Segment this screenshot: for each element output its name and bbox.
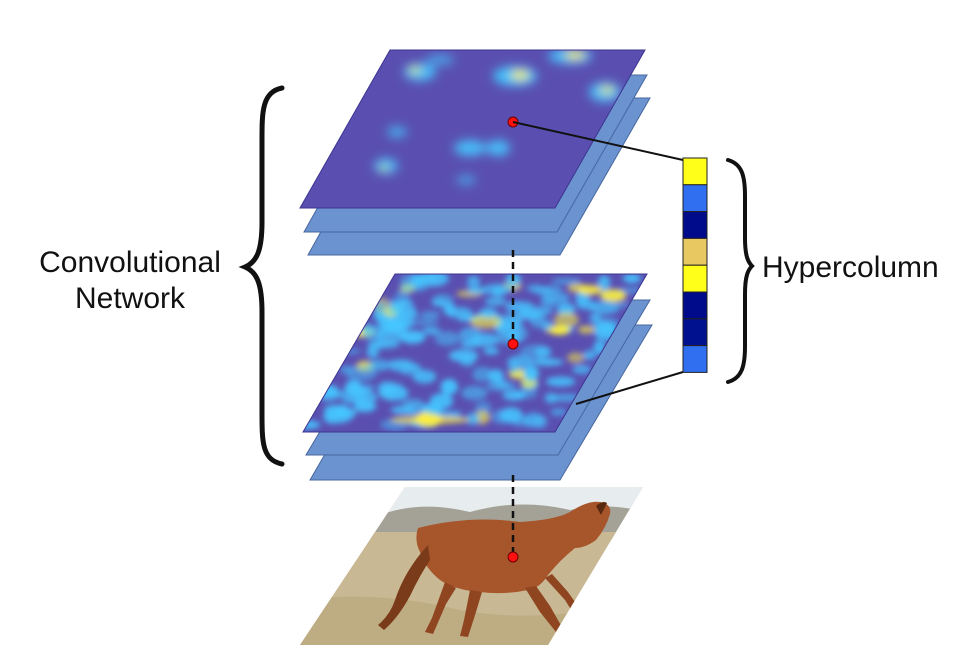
- activation-blob: [553, 312, 579, 328]
- activation-blob: [470, 315, 502, 329]
- activation-blob: [389, 316, 415, 330]
- activation-blob: [401, 398, 424, 407]
- hypercolumn-cell: [682, 345, 708, 373]
- activation-blob: [443, 302, 456, 316]
- activation-blob: [583, 350, 596, 361]
- activation-blob: [394, 291, 411, 298]
- left-curly-brace: [238, 85, 285, 467]
- hypercolumn-cell: [682, 211, 708, 239]
- activation-blob: [486, 140, 510, 156]
- activation-blob: [622, 274, 642, 283]
- activation-blob: [440, 378, 458, 395]
- activation-blob: [551, 278, 582, 285]
- activation-blob: [507, 355, 534, 369]
- activation-blob: [597, 275, 611, 291]
- activation-blob: [572, 364, 592, 375]
- activation-blob: [491, 409, 513, 425]
- activation-blob: [399, 283, 428, 292]
- convolutional-network-label-line2: Network: [74, 282, 186, 315]
- activation-blob: [483, 347, 500, 355]
- activation-blob: [388, 361, 421, 372]
- activation-blob: [422, 327, 441, 335]
- activation-blob: [600, 86, 614, 94]
- activation-blob: [352, 387, 372, 394]
- activation-blob: [409, 66, 421, 74]
- activation-blob: [465, 412, 480, 425]
- activation-blob: [567, 352, 585, 364]
- activation-blob: [456, 175, 476, 185]
- activation-blob: [544, 392, 558, 404]
- activation-blob: [323, 409, 353, 424]
- activation-blob: [387, 126, 407, 138]
- middle-feature-map: [302, 273, 648, 433]
- convolutional-network-label-line1: Convolutional: [39, 246, 221, 279]
- activation-blob: [461, 385, 488, 401]
- activation-blob: [454, 140, 486, 156]
- activation-blob: [550, 408, 567, 416]
- activation-blob: [339, 365, 354, 374]
- activation-blob: [426, 54, 454, 66]
- activation-blob: [578, 285, 602, 295]
- activation-blob: [512, 389, 528, 400]
- hypercolumn-cell: [682, 264, 708, 293]
- activation-blob: [353, 400, 377, 412]
- activation-blob: [466, 287, 488, 294]
- activation-blob: [429, 393, 454, 409]
- activation-blob: [526, 284, 544, 293]
- activation-blob: [484, 297, 507, 306]
- activation-blob: [511, 70, 529, 80]
- activation-blob: [600, 289, 627, 302]
- activation-blob: [519, 344, 551, 360]
- convolutional-network-label: Convolutional Network: [20, 245, 240, 317]
- activation-blob: [411, 318, 439, 327]
- activation-blob: [481, 283, 513, 296]
- activation-blob: [451, 354, 478, 362]
- activation-blob: [588, 300, 620, 315]
- sample-point-image: [507, 551, 519, 563]
- activation-blob: [388, 302, 416, 316]
- hypercolumn-cell: [682, 237, 708, 266]
- right-curly-brace: [726, 158, 755, 384]
- hypercolumn-cell: [682, 291, 708, 320]
- activation-blob: [366, 346, 380, 359]
- activation-blob: [434, 331, 460, 346]
- hypercolumn-label: Hypercolumn: [762, 251, 939, 284]
- input-image: [300, 487, 643, 645]
- activation-blob: [399, 330, 426, 344]
- activation-blob: [379, 165, 389, 171]
- activation-blob: [521, 306, 553, 317]
- activation-blob: [485, 381, 517, 392]
- activation-blob: [523, 365, 540, 382]
- top-feature-map: [299, 49, 646, 209]
- activation-blob: [532, 358, 564, 366]
- activation-blob: [494, 323, 524, 335]
- activation-blob: [615, 301, 630, 308]
- leader-line-bottom: [575, 371, 684, 405]
- activation-blob: [467, 275, 481, 289]
- hypercolumn-vector: [682, 157, 708, 373]
- activation-blob: [390, 416, 470, 424]
- hypercolumn-cell: [682, 318, 708, 347]
- activation-blob: [556, 302, 576, 316]
- activation-blob: [390, 405, 418, 415]
- activation-blob: [472, 366, 493, 382]
- hypercolumn-cell: [682, 157, 708, 186]
- activation-blob: [565, 51, 585, 59]
- activation-blob: [377, 381, 403, 392]
- activation-blob: [540, 292, 570, 304]
- leader-line-top: [512, 121, 684, 161]
- activation-blob: [550, 325, 570, 335]
- sample-point-middle: [507, 338, 519, 350]
- activation-blob: [420, 310, 440, 320]
- activation-blob: [479, 307, 497, 318]
- activation-blob: [533, 414, 548, 429]
- activation-blob: [577, 325, 595, 334]
- activation-blob: [367, 359, 391, 371]
- activation-blob: [511, 415, 532, 427]
- hypercolumn-cell: [682, 184, 708, 213]
- activation-blob: [303, 420, 321, 429]
- activation-blob: [545, 376, 576, 387]
- activation-blob: [471, 333, 499, 347]
